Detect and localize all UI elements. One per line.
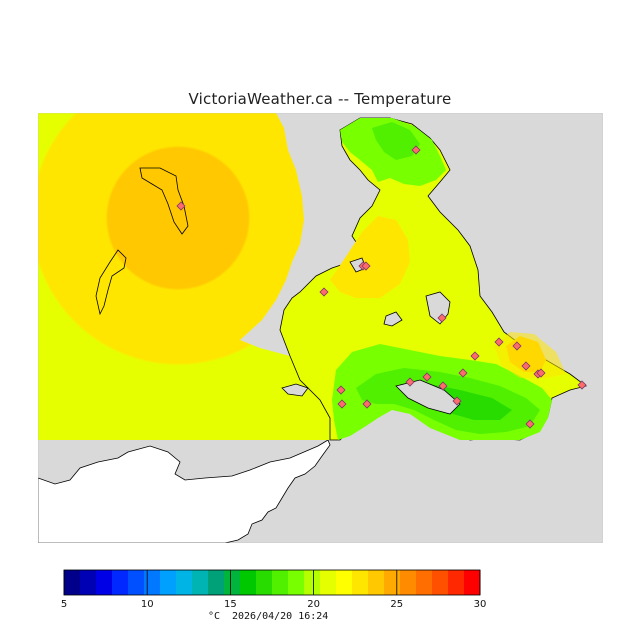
olympic-peninsula-land xyxy=(38,439,331,543)
station-marker[interactable] xyxy=(437,313,447,323)
colorbar-swatch xyxy=(336,570,353,595)
timestamp-label: 2026/04/20 16:24 xyxy=(232,611,328,622)
station-marker[interactable] xyxy=(411,145,421,155)
station-marker[interactable] xyxy=(525,419,535,429)
station-marker[interactable] xyxy=(362,399,372,409)
colorbar-swatch xyxy=(256,570,273,595)
colorbar-swatch xyxy=(192,570,209,595)
colorbar-swatch xyxy=(352,570,369,595)
station-marker[interactable] xyxy=(470,351,480,361)
station-marker[interactable] xyxy=(405,377,415,387)
colorbar-swatch xyxy=(464,570,481,595)
colorbar-swatch xyxy=(432,570,449,595)
colorbar-swatch xyxy=(288,570,305,595)
station-marker[interactable] xyxy=(458,368,468,378)
colorbar-swatch xyxy=(320,570,337,595)
station-marker[interactable] xyxy=(512,341,522,351)
colorbar-swatch xyxy=(240,570,257,595)
warm-spot-east-halo xyxy=(494,332,566,378)
colorbar-tick-label: 5 xyxy=(61,599,67,610)
colorbar-swatch xyxy=(304,570,321,595)
colorbar-tick-label: 10 xyxy=(141,599,154,610)
island-a xyxy=(139,167,189,235)
unit-label: °C xyxy=(208,611,220,622)
analysis-base-region xyxy=(38,113,330,440)
colorbar-swatch xyxy=(80,570,97,595)
green-zone-north-core xyxy=(372,122,420,160)
colorbar-tick-label: 25 xyxy=(390,599,403,610)
colorbar-swatch xyxy=(416,570,433,595)
colorbar-swatch xyxy=(208,570,225,595)
station-marker[interactable] xyxy=(422,372,432,382)
station-marker[interactable] xyxy=(319,287,329,297)
colorbar-swatch xyxy=(144,570,161,595)
colorbar-swatch xyxy=(128,570,145,595)
colorbar-swatch xyxy=(368,570,385,595)
inlet-water xyxy=(395,379,461,415)
map-title: VictoriaWeather.ca -- Temperature xyxy=(188,90,452,108)
station-marker[interactable] xyxy=(176,201,186,211)
colorbar-swatch xyxy=(400,570,417,595)
colorbar-tick-label: 30 xyxy=(474,599,487,610)
colorbar-swatch xyxy=(160,570,177,595)
colorbar-swatches xyxy=(64,570,481,595)
station-marker[interactable] xyxy=(336,385,346,395)
colorbar-tick-label: 20 xyxy=(307,599,320,610)
station-marker[interactable] xyxy=(536,368,546,378)
station-marker[interactable] xyxy=(438,381,448,391)
colorbar-swatch xyxy=(272,570,289,595)
colorbar-swatch xyxy=(96,570,113,595)
warm-spot-inlet xyxy=(330,216,410,298)
station-marker[interactable] xyxy=(452,396,462,406)
island-b xyxy=(95,249,127,316)
station-marker[interactable] xyxy=(521,361,531,371)
station-marker[interactable] xyxy=(361,261,371,271)
colorbar-swatch xyxy=(224,570,241,595)
colorbar-swatch xyxy=(64,570,81,595)
island-e xyxy=(281,383,309,397)
station-markers xyxy=(176,145,587,429)
colorbar-swatch xyxy=(176,570,193,595)
island-d xyxy=(383,311,403,327)
colorbar-tick-label: 15 xyxy=(224,599,237,610)
station-marker[interactable] xyxy=(337,399,347,409)
colorbar-swatch xyxy=(112,570,129,595)
colorbar-ticks: 5 10 15 20 25 30 xyxy=(61,570,487,610)
colorbar-swatch xyxy=(384,570,401,595)
station-marker[interactable] xyxy=(577,380,587,390)
station-marker[interactable] xyxy=(494,337,504,347)
colorbar-swatch xyxy=(448,570,465,595)
